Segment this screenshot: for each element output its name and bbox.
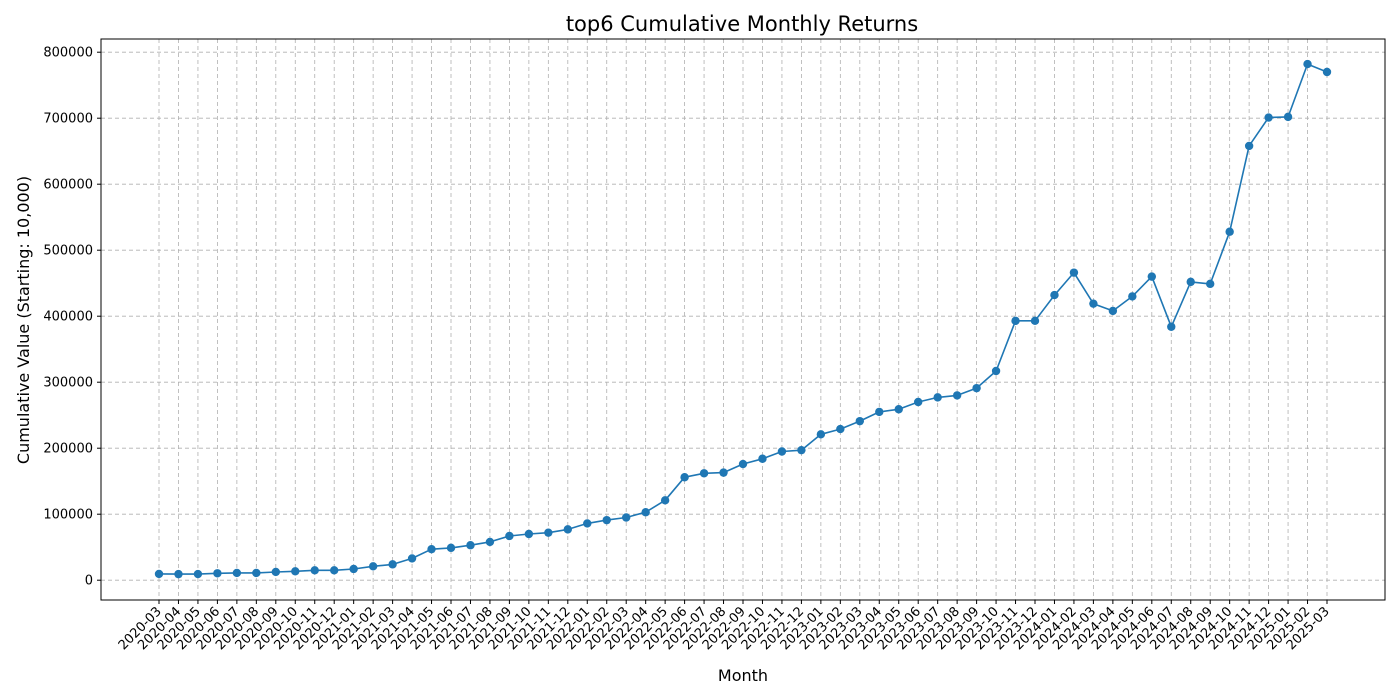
data-point	[407, 554, 417, 563]
y-tick-label: 800000	[43, 46, 93, 61]
data-point	[446, 543, 456, 553]
y-axis-title: Cumulative Value (Starting: 10,000)	[14, 176, 33, 464]
data-point	[738, 459, 748, 469]
chart-title: top6 Cumulative Monthly Returns	[566, 12, 918, 36]
data-point	[758, 454, 767, 463]
data-point	[972, 383, 981, 393]
data-point	[699, 469, 709, 478]
data-point	[1011, 316, 1020, 326]
data-point	[232, 568, 242, 578]
y-tick-label: 100000	[43, 508, 93, 523]
data-point	[1186, 277, 1195, 287]
data-point	[466, 541, 475, 550]
data-point	[641, 508, 650, 517]
data-point	[291, 567, 300, 576]
y-tick-label: 700000	[43, 112, 93, 127]
data-point	[1244, 141, 1254, 151]
data-point	[154, 569, 164, 579]
data-point	[1283, 112, 1293, 122]
data-point	[855, 416, 864, 426]
data-point	[660, 496, 670, 505]
data-point	[544, 528, 553, 537]
data-point	[1264, 113, 1273, 122]
y-tick-label: 400000	[43, 310, 93, 325]
data-point	[875, 407, 884, 417]
data-point	[524, 529, 534, 539]
x-axis: 2020-032020-042020-052020-062020-072020-…	[116, 600, 1333, 653]
y-tick-label: 300000	[43, 376, 93, 391]
data-point	[1108, 306, 1118, 316]
data-point	[680, 473, 689, 482]
data-point	[213, 569, 222, 578]
data-point	[1167, 322, 1176, 331]
data-point	[271, 567, 280, 577]
data-point	[602, 515, 611, 525]
data-point	[174, 569, 183, 579]
data-point	[622, 513, 631, 522]
series-cumulative-value	[154, 59, 1332, 579]
data-point	[349, 564, 358, 574]
data-point	[1225, 227, 1234, 236]
data-point	[252, 568, 261, 578]
grid-layer	[101, 39, 1385, 600]
data-point	[310, 566, 319, 575]
data-point	[952, 391, 962, 400]
data-point	[1069, 268, 1079, 277]
data-point	[1147, 272, 1157, 281]
data-point	[1030, 316, 1040, 326]
data-point	[914, 397, 923, 407]
data-point	[1089, 299, 1098, 308]
y-tick-label: 600000	[43, 178, 93, 193]
data-point	[1322, 67, 1332, 77]
data-point	[777, 447, 787, 456]
data-point	[991, 366, 1001, 376]
data-point	[816, 430, 826, 439]
data-point	[719, 468, 728, 477]
data-point	[330, 566, 339, 575]
data-point	[1050, 290, 1059, 300]
data-point	[485, 537, 495, 547]
data-point	[193, 569, 203, 579]
data-point	[1128, 292, 1137, 301]
y-tick-label: 200000	[43, 442, 93, 457]
y-axis: 0 100000 200000 300000 400000 500000 600000 700…	[43, 46, 101, 589]
data-point	[797, 445, 806, 455]
data-point	[583, 519, 592, 528]
y-tick-label: 500000	[43, 244, 93, 259]
y-tick-label: 0	[85, 574, 93, 589]
data-point	[894, 405, 903, 414]
data-point	[836, 424, 845, 434]
data-point	[427, 544, 436, 554]
data-point	[505, 531, 514, 541]
data-point	[388, 560, 397, 569]
data-point	[1303, 59, 1312, 69]
data-point	[933, 393, 942, 402]
data-point	[368, 562, 378, 571]
x-axis-title: Month	[718, 666, 768, 685]
data-point	[563, 525, 572, 534]
data-point	[1206, 279, 1215, 289]
